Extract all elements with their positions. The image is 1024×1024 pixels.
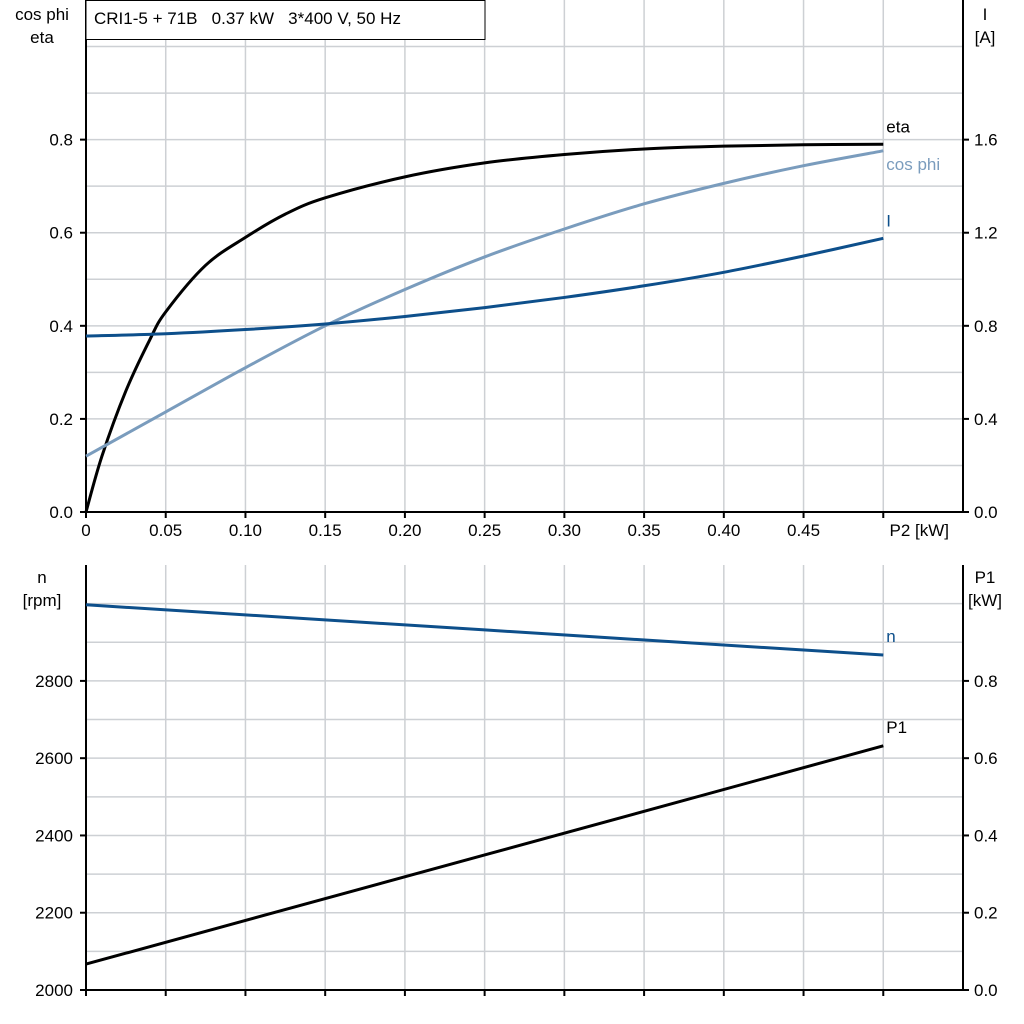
series-line-n	[85, 603, 884, 657]
y-axis-label-left: eta	[30, 28, 54, 47]
x-tick-label: 0.35	[628, 521, 661, 540]
y-tick-label-left: 2200	[35, 904, 73, 923]
y-tick-label-right: 0.4	[974, 410, 998, 429]
y-tick-label-right: 0.0	[974, 503, 998, 522]
series-label-i: I	[886, 211, 891, 230]
x-tick-label: 0.25	[468, 521, 501, 540]
y-tick-label-left: 2800	[35, 672, 73, 691]
y-tick-label-left: 2600	[35, 749, 73, 768]
series-line-cos-phi	[85, 149, 884, 458]
y-tick-label-left: 2000	[35, 981, 73, 1000]
series-line-i	[85, 236, 884, 338]
y-tick-label-right: 0.2	[974, 904, 998, 923]
y-tick-label-right: 1.6	[974, 131, 998, 150]
x-tick-label: 0.45	[787, 521, 820, 540]
x-tick-label: 0.20	[388, 521, 421, 540]
x-tick-label: 0.40	[707, 521, 740, 540]
y-tick-label-right: 0.6	[974, 749, 998, 768]
y-tick-label-right: 0.8	[974, 672, 998, 691]
series-line-p1	[85, 744, 884, 966]
y-tick-label-left: 0.4	[49, 317, 73, 336]
chart-title: CRI1-5 + 71B 0.37 kW 3*400 V, 50 Hz	[94, 9, 401, 28]
y-axis-label-right: I	[983, 5, 988, 24]
y-tick-label-left: 0.6	[49, 224, 73, 243]
x-tick-label: 0.15	[309, 521, 342, 540]
bottom-plot: 2000 2200 2400 2600 2800 0.0 0.2 0.4 0.6 0.8 n [rpm…	[23, 565, 1002, 1000]
x-tick-label: 0	[81, 521, 90, 540]
y-tick-label-left: 0.8	[49, 131, 73, 150]
y-tick-label-right: 1.2	[974, 224, 998, 243]
series-line-eta	[84, 142, 884, 513]
x-tick-label: 0.30	[548, 521, 581, 540]
x-tick-label: 0.05	[149, 521, 182, 540]
x-axis-label: P2 [kW]	[890, 521, 950, 540]
y-axis-label-right: [kW]	[968, 591, 1002, 610]
y-axis-label-right: [A]	[975, 28, 996, 47]
y-tick-label-right: 0.0	[974, 981, 998, 1000]
series-label-n: n	[886, 627, 895, 646]
series-label-cos-phi: cos phi	[886, 155, 940, 174]
series-label-p1: P1	[886, 718, 907, 737]
series-label-eta: eta	[886, 117, 910, 136]
y-tick-label-right: 0.4	[974, 826, 998, 845]
y-axis-label-left: cos phi	[15, 5, 69, 24]
y-axis-label-right: P1	[975, 568, 996, 587]
x-tick-label: 0.10	[229, 521, 262, 540]
y-tick-label-left: 2400	[35, 826, 73, 845]
y-axis-label-left: [rpm]	[23, 591, 62, 610]
y-tick-label-left: 0.0	[49, 503, 73, 522]
y-axis-label-left: n	[37, 568, 46, 587]
title-box	[85, 0, 486, 40]
y-tick-label-left: 0.2	[49, 410, 73, 429]
y-tick-label-right: 0.8	[974, 317, 998, 336]
top-plot: 0.0 0.2 0.4 0.6 0.8 0.0 0.4 0.8 1.2 1.6 0 0.05 0.10 0…	[15, 0, 998, 540]
